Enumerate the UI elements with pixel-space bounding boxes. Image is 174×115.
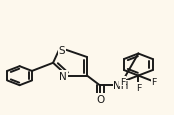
Text: O: O bbox=[96, 94, 104, 104]
Text: N: N bbox=[59, 71, 67, 81]
Text: S: S bbox=[59, 46, 65, 56]
Text: F: F bbox=[136, 83, 141, 92]
Text: NH: NH bbox=[113, 81, 129, 91]
Text: F: F bbox=[120, 77, 125, 86]
Text: F: F bbox=[151, 77, 157, 86]
